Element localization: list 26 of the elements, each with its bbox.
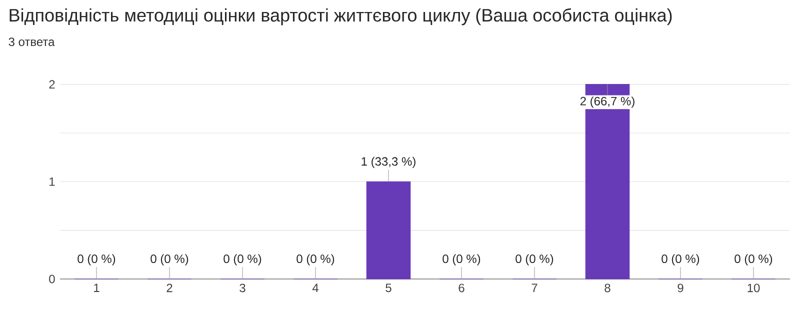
data-label: 0 (0 %) xyxy=(516,254,554,266)
data-label: 0 (0 %) xyxy=(78,254,116,266)
data-label: 2 (66,7 %) xyxy=(580,96,634,108)
x-tick-label: 9 xyxy=(678,284,684,292)
data-label: 0 (0 %) xyxy=(734,254,772,266)
x-tick-label: 5 xyxy=(386,284,392,292)
data-label: 0 (0 %) xyxy=(442,254,480,266)
x-tick-label: 4 xyxy=(312,284,318,292)
y-tick-label: 2 xyxy=(49,80,55,89)
data-label: 0 (0 %) xyxy=(296,254,334,266)
x-tick-label: 8 xyxy=(604,284,610,292)
y-tick-label: 1 xyxy=(50,178,55,186)
data-label: 0 (0 %) xyxy=(224,254,262,266)
chart-title: Відповідність методиці оцінки вартості життєвого циклу (Ваша особиста оцінка) xyxy=(10,8,672,26)
data-label: 1 (33,3 %) xyxy=(362,156,416,168)
x-tick-label: 7 xyxy=(532,284,538,292)
x-tick-label: 10 xyxy=(748,284,760,292)
y-tick-label: 0 xyxy=(49,274,55,284)
x-tick-label: 3 xyxy=(240,284,246,292)
x-tick-label: 6 xyxy=(458,284,464,292)
chart-subtitle: 3 ответа xyxy=(8,38,55,46)
x-tick-label: 2 xyxy=(166,284,172,292)
data-label: 0 (0 %) xyxy=(662,254,700,266)
bar xyxy=(366,181,411,280)
data-label: 0 (0 %) xyxy=(150,254,188,266)
x-tick-label: 1 xyxy=(94,284,100,292)
